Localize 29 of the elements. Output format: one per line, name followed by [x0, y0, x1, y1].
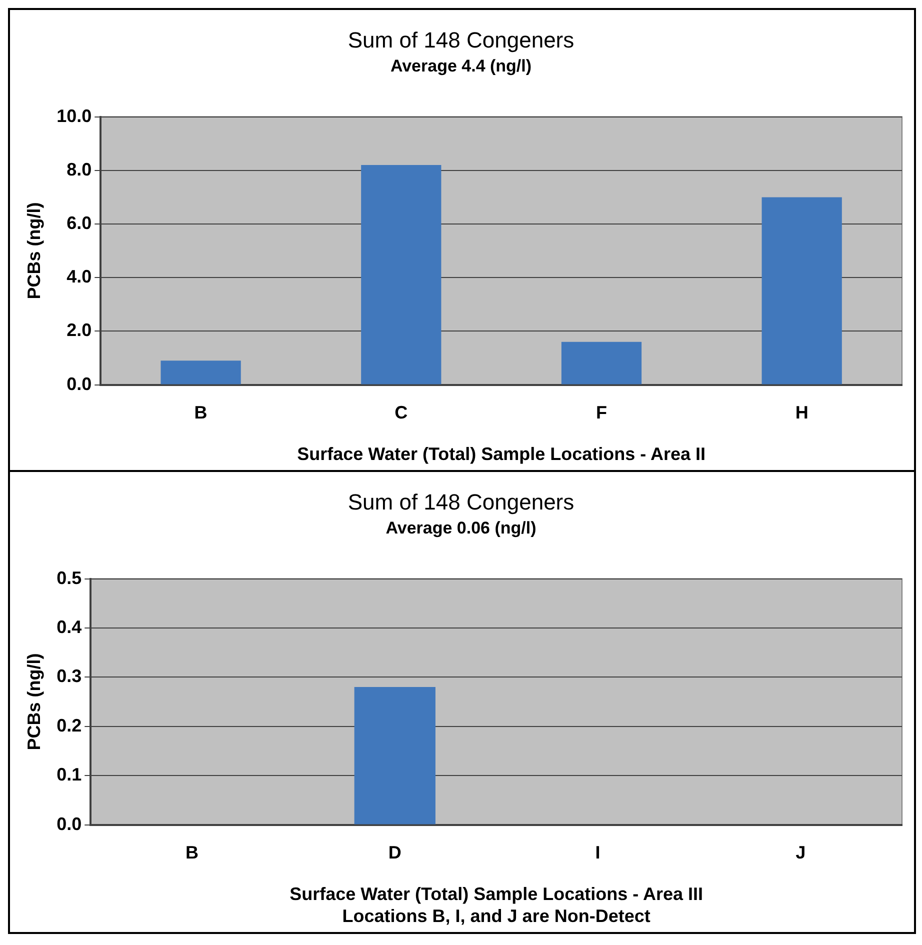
x-axis-title: Surface Water (Total) Sample Locations - Area II — [297, 444, 706, 464]
y-tick-label: 8.0 — [66, 159, 92, 180]
y-tick-label: 0.5 — [56, 568, 82, 588]
y-tick-label: 0.2 — [56, 715, 82, 736]
chart-title: Sum of 148 Congeners — [348, 27, 574, 52]
y-tick-label: 0.3 — [56, 666, 82, 686]
x-tick-label: D — [388, 842, 402, 863]
x-tick-label: B — [186, 842, 199, 863]
x-axis-title: Surface Water (Total) Sample Locations - Area III — [290, 884, 704, 904]
x-tick-label: F — [596, 402, 607, 423]
x-tick-label: B — [194, 402, 208, 423]
y-tick-label: 0.0 — [66, 374, 92, 394]
chart-subtitle: Average 0.06 (ng/l) — [386, 518, 536, 538]
y-axis-title: PCBs (ng/l) — [24, 202, 44, 300]
y-tick-label: 10.0 — [56, 106, 92, 126]
x-tick-label: I — [595, 842, 600, 863]
text: Locations B, I, and J are Non-Detect — [342, 906, 650, 926]
y-tick-label: 2.0 — [66, 320, 92, 340]
y-tick-label: 4.0 — [66, 266, 92, 287]
y-tick-label: 0.4 — [56, 616, 82, 637]
y-tick-label: 0.0 — [56, 814, 82, 834]
x-tick-label: J — [796, 842, 806, 863]
x-tick-label: H — [795, 402, 808, 423]
x-tick-label: C — [394, 402, 408, 423]
chart-subtitle: Average 4.4 (ng/l) — [390, 56, 532, 76]
chart-title: Sum of 148 Congeners — [348, 489, 574, 514]
y-axis-title: PCBs (ng/l) — [24, 653, 44, 750]
y-tick-label: 0.1 — [56, 764, 82, 785]
y-tick-label: 6.0 — [66, 212, 92, 233]
